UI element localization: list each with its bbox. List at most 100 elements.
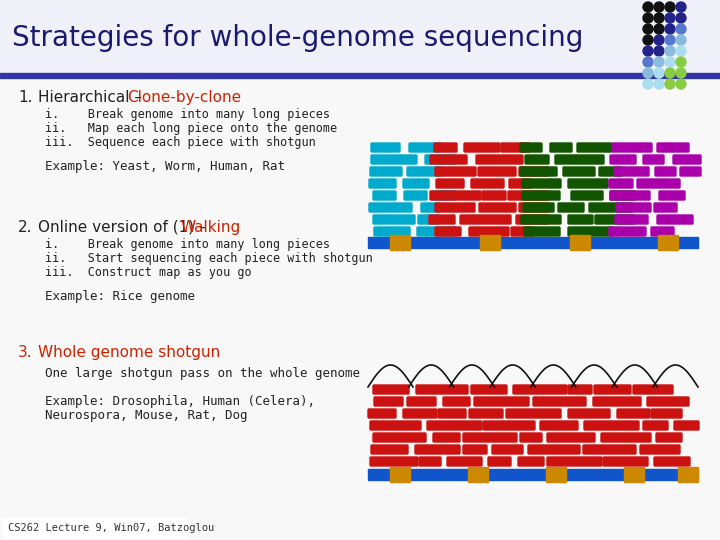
- FancyBboxPatch shape: [427, 421, 482, 430]
- FancyBboxPatch shape: [547, 457, 602, 466]
- FancyBboxPatch shape: [528, 445, 580, 454]
- FancyBboxPatch shape: [488, 457, 511, 466]
- Circle shape: [654, 46, 664, 56]
- FancyBboxPatch shape: [583, 445, 636, 454]
- FancyBboxPatch shape: [533, 397, 586, 406]
- FancyBboxPatch shape: [601, 433, 651, 442]
- FancyBboxPatch shape: [435, 227, 461, 236]
- FancyBboxPatch shape: [523, 203, 554, 212]
- Circle shape: [665, 35, 675, 45]
- FancyBboxPatch shape: [371, 155, 417, 164]
- FancyBboxPatch shape: [460, 215, 511, 224]
- Text: Neurospora, Mouse, Rat, Dog: Neurospora, Mouse, Rat, Dog: [45, 409, 248, 422]
- FancyBboxPatch shape: [511, 227, 534, 236]
- FancyBboxPatch shape: [674, 421, 699, 430]
- Circle shape: [665, 13, 675, 23]
- FancyBboxPatch shape: [373, 385, 409, 394]
- Text: 1.: 1.: [18, 90, 32, 105]
- Text: Example: Rice genome: Example: Rice genome: [45, 290, 195, 303]
- FancyBboxPatch shape: [610, 191, 636, 200]
- FancyBboxPatch shape: [371, 143, 400, 152]
- FancyBboxPatch shape: [403, 179, 429, 188]
- FancyBboxPatch shape: [419, 457, 441, 466]
- FancyBboxPatch shape: [418, 215, 439, 224]
- Bar: [390, 235, 410, 250]
- FancyBboxPatch shape: [680, 167, 701, 176]
- FancyBboxPatch shape: [599, 167, 622, 176]
- Circle shape: [676, 13, 686, 23]
- FancyBboxPatch shape: [633, 385, 673, 394]
- FancyBboxPatch shape: [478, 167, 516, 176]
- FancyBboxPatch shape: [589, 203, 633, 212]
- FancyBboxPatch shape: [643, 421, 668, 430]
- FancyBboxPatch shape: [432, 191, 456, 200]
- FancyBboxPatch shape: [673, 155, 701, 164]
- Bar: [368, 469, 698, 480]
- Text: Walking: Walking: [181, 220, 241, 235]
- Circle shape: [665, 46, 675, 56]
- FancyBboxPatch shape: [522, 191, 560, 200]
- Text: ii.   Start sequencing each piece with shotgun: ii. Start sequencing each piece with sho…: [45, 252, 373, 265]
- FancyBboxPatch shape: [615, 215, 648, 224]
- Circle shape: [654, 57, 664, 67]
- FancyBboxPatch shape: [568, 227, 614, 236]
- Bar: [390, 467, 410, 482]
- FancyBboxPatch shape: [609, 227, 646, 236]
- FancyBboxPatch shape: [370, 167, 402, 176]
- FancyBboxPatch shape: [369, 203, 412, 212]
- FancyBboxPatch shape: [612, 143, 652, 152]
- FancyBboxPatch shape: [603, 457, 648, 466]
- FancyBboxPatch shape: [371, 445, 408, 454]
- Text: 2.: 2.: [18, 220, 32, 235]
- FancyBboxPatch shape: [416, 385, 468, 394]
- FancyBboxPatch shape: [471, 179, 504, 188]
- Circle shape: [676, 57, 686, 67]
- FancyBboxPatch shape: [519, 167, 549, 176]
- Circle shape: [654, 68, 664, 78]
- FancyBboxPatch shape: [521, 215, 561, 224]
- Circle shape: [676, 24, 686, 34]
- FancyBboxPatch shape: [647, 397, 689, 406]
- FancyBboxPatch shape: [595, 215, 635, 224]
- FancyBboxPatch shape: [518, 457, 544, 466]
- Circle shape: [676, 2, 686, 12]
- Bar: [678, 467, 698, 482]
- Circle shape: [643, 79, 653, 89]
- FancyBboxPatch shape: [409, 143, 441, 152]
- Bar: [480, 235, 500, 250]
- Circle shape: [665, 68, 675, 78]
- FancyBboxPatch shape: [640, 445, 680, 454]
- Text: One large shotgun pass on the whole genome: One large shotgun pass on the whole geno…: [45, 367, 360, 380]
- Circle shape: [665, 24, 675, 34]
- FancyBboxPatch shape: [571, 191, 603, 200]
- FancyBboxPatch shape: [373, 191, 396, 200]
- FancyBboxPatch shape: [433, 433, 460, 442]
- FancyBboxPatch shape: [520, 433, 542, 442]
- Circle shape: [654, 2, 664, 12]
- Text: Strategies for whole-genome sequencing: Strategies for whole-genome sequencing: [12, 24, 583, 52]
- Circle shape: [665, 79, 675, 89]
- Text: iii.  Sequence each piece with shotgun: iii. Sequence each piece with shotgun: [45, 136, 316, 149]
- FancyBboxPatch shape: [568, 385, 592, 394]
- FancyBboxPatch shape: [643, 155, 664, 164]
- FancyBboxPatch shape: [435, 167, 476, 176]
- FancyBboxPatch shape: [654, 457, 690, 466]
- FancyBboxPatch shape: [555, 155, 604, 164]
- FancyBboxPatch shape: [568, 215, 593, 224]
- Text: CS262 Lecture 9, Win07, Batzoglou: CS262 Lecture 9, Win07, Batzoglou: [8, 523, 215, 533]
- Circle shape: [654, 13, 664, 23]
- FancyBboxPatch shape: [509, 179, 531, 188]
- FancyBboxPatch shape: [522, 179, 561, 188]
- FancyBboxPatch shape: [434, 143, 457, 152]
- Bar: [570, 235, 590, 250]
- FancyBboxPatch shape: [463, 433, 517, 442]
- FancyBboxPatch shape: [407, 397, 436, 406]
- Circle shape: [676, 79, 686, 89]
- FancyBboxPatch shape: [584, 421, 639, 430]
- FancyBboxPatch shape: [463, 445, 487, 454]
- Circle shape: [643, 57, 653, 67]
- FancyBboxPatch shape: [657, 215, 693, 224]
- FancyBboxPatch shape: [447, 457, 482, 466]
- Text: 3.: 3.: [18, 345, 32, 360]
- FancyBboxPatch shape: [609, 179, 633, 188]
